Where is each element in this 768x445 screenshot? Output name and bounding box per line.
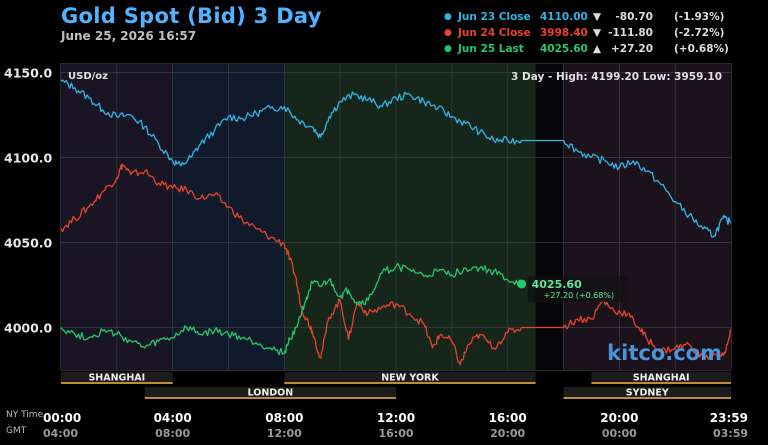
x-tick-gmt: 00:00 bbox=[602, 427, 637, 440]
chart-timestamp: June 25, 2026 16:57 bbox=[61, 29, 197, 43]
legend-series-value: 4110.00 bbox=[540, 11, 588, 23]
closed-shade bbox=[535, 64, 564, 370]
legend-dot-icon: ● bbox=[444, 12, 452, 22]
x-tick-ny: 23:59 bbox=[710, 411, 748, 425]
x-tick-gmt: 16:00 bbox=[378, 427, 413, 440]
legend-series-percent: (-2.72%) bbox=[674, 27, 725, 39]
session-label: SHANGHAI bbox=[633, 373, 690, 384]
last-change-label: +27.20 (+0.68%) bbox=[544, 291, 615, 300]
new-york-shade bbox=[284, 64, 536, 370]
legend-series-name: Jun 23 Close bbox=[458, 11, 531, 23]
series-line-jun-24-close bbox=[60, 163, 732, 366]
x-tick-gmt: 04:00 bbox=[43, 427, 78, 440]
y-tick-label: 4150.0 bbox=[4, 66, 53, 81]
sydney-shade bbox=[563, 64, 731, 370]
x-tick-ny: 16:00 bbox=[489, 411, 527, 425]
down-arrow-icon: ▼ bbox=[593, 27, 602, 39]
legend-series-name: Jun 25 Last bbox=[458, 43, 524, 55]
legend-dot-icon: ● bbox=[444, 44, 452, 54]
x-tick-gmt: 20:00 bbox=[490, 427, 525, 440]
x-tick-gmt: 03:59 bbox=[713, 427, 748, 440]
legend-series-name: Jun 24 Close bbox=[458, 27, 531, 39]
tz-label-ny: NY Time bbox=[6, 410, 44, 420]
legend-series-change: -80.70 bbox=[615, 11, 653, 23]
y-tick-label: 4050.0 bbox=[4, 236, 53, 251]
legend-series-value: 3998.40 bbox=[540, 27, 588, 39]
session-label: LONDON bbox=[248, 388, 294, 399]
last-price-marker bbox=[517, 279, 527, 289]
session-bg bbox=[284, 372, 536, 383]
tz-label-gmt: GMT bbox=[6, 426, 27, 436]
up-arrow-icon: ▲ bbox=[593, 43, 602, 55]
series-line-jun-23-close bbox=[60, 79, 732, 238]
chart-title: Gold Spot (Bid) 3 Day bbox=[61, 4, 322, 28]
legend-series-percent: (+0.68%) bbox=[674, 43, 729, 55]
last-price-box bbox=[527, 275, 628, 302]
unit-label: USD/oz bbox=[68, 71, 108, 82]
x-tick-gmt: 12:00 bbox=[267, 427, 302, 440]
session-label: SYDNEY bbox=[626, 388, 669, 399]
x-tick-ny: 00:00 bbox=[43, 411, 81, 425]
kitco-watermark: kitco.com bbox=[607, 341, 722, 365]
session-label: NEW YORK bbox=[381, 373, 439, 384]
legend-dot-icon: ● bbox=[444, 28, 452, 38]
x-tick-ny: 12:00 bbox=[377, 411, 415, 425]
y-tick-label: 4000.0 bbox=[4, 321, 53, 336]
y-tick-label: 4100.0 bbox=[4, 151, 53, 166]
legend-series-change: +27.20 bbox=[610, 43, 653, 55]
session-bg bbox=[563, 387, 731, 398]
x-tick-ny: 20:00 bbox=[600, 411, 638, 425]
down-arrow-icon: ▼ bbox=[593, 11, 602, 23]
stats-label: 3 Day - High: 4199.20 Low: 3959.10 bbox=[511, 71, 722, 83]
series-line-jun-25-last bbox=[60, 262, 523, 356]
legend-series-change: -111.80 bbox=[608, 27, 653, 39]
x-tick-ny: 08:00 bbox=[265, 411, 303, 425]
session-bg bbox=[144, 387, 396, 398]
session-bg bbox=[591, 372, 731, 383]
session-label: SHANGHAI bbox=[88, 373, 145, 384]
last-price-label: 4025.60 bbox=[532, 278, 582, 291]
legend-series-value: 4025.60 bbox=[540, 43, 588, 55]
x-tick-gmt: 08:00 bbox=[155, 427, 190, 440]
session-bg bbox=[61, 372, 173, 383]
x-tick-ny: 04:00 bbox=[154, 411, 192, 425]
legend-series-percent: (-1.93%) bbox=[674, 11, 725, 23]
